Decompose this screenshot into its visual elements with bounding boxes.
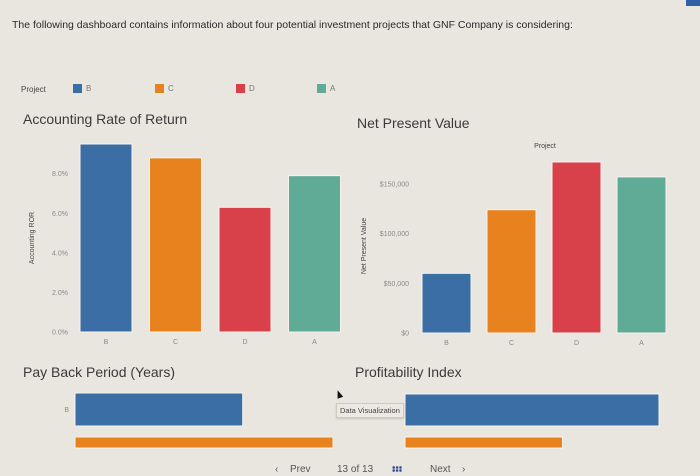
legend-item-label: A xyxy=(330,84,336,93)
bar-c xyxy=(74,436,334,449)
pagination: ‹ Prev 13 of 13 Next › xyxy=(0,464,700,476)
y-tick-label: 2.0% xyxy=(52,290,68,297)
bar-b xyxy=(79,143,133,333)
next-button[interactable]: Next xyxy=(430,464,451,475)
y-tick-label: $50,000 xyxy=(384,281,409,288)
y-tick-label: $0 xyxy=(401,331,409,338)
bar-b xyxy=(421,272,472,334)
corner-button[interactable] xyxy=(686,0,700,6)
x-tick-label: B xyxy=(104,339,109,346)
page-position: 13 of 13 xyxy=(337,464,374,475)
bar-a xyxy=(288,175,341,333)
bar-c xyxy=(486,209,537,334)
x-tick-label: C xyxy=(173,339,178,346)
legend-swatch xyxy=(236,84,245,93)
x-tick-label: C xyxy=(509,340,514,347)
pi-chart-title: Profitability Index xyxy=(355,364,462,380)
legend-swatch xyxy=(155,84,164,93)
prev-chevron-icon[interactable]: ‹ xyxy=(275,464,279,475)
bar-b xyxy=(74,392,244,427)
legend-label: Project xyxy=(21,85,46,94)
y-axis-label: Accounting ROR xyxy=(29,212,36,264)
y-tick-label: 6.0% xyxy=(52,211,68,218)
tooltip: Data Visualization xyxy=(336,403,404,418)
prev-button[interactable]: Prev xyxy=(290,464,311,475)
legend-item-label: B xyxy=(86,84,92,93)
legend-item-b[interactable]: B xyxy=(73,84,91,93)
next-chevron-icon[interactable]: › xyxy=(462,464,466,475)
x-tick-label: B xyxy=(444,340,449,347)
legend-item-label: C xyxy=(168,84,174,93)
x-tick-label: D xyxy=(242,339,247,346)
bar-c xyxy=(149,157,202,333)
legend-item-a[interactable]: A xyxy=(317,84,335,93)
payback-chart-title: Pay Back Period (Years) xyxy=(23,364,175,380)
y-tick-label: $150,000 xyxy=(380,181,409,188)
chart-subtitle: Project xyxy=(534,143,556,150)
y-tick-label: 8.0% xyxy=(52,171,68,178)
y-tick-label: 4.0% xyxy=(52,250,68,257)
legend-item-d[interactable]: D xyxy=(236,84,255,93)
y-axis-label: Net Present Value xyxy=(361,218,368,274)
y-tick-label: $100,000 xyxy=(380,231,409,238)
legend-swatch xyxy=(73,84,82,93)
bar-a xyxy=(616,176,667,334)
legend-item-c[interactable]: C xyxy=(155,84,174,93)
npv-chart-title: Net Present Value xyxy=(357,115,470,131)
grid-menu-icon[interactable] xyxy=(392,466,402,472)
x-tick-label: D xyxy=(574,340,579,347)
intro-text: The following dashboard contains informa… xyxy=(12,19,573,31)
legend-item-label: D xyxy=(249,84,255,93)
x-tick-label: A xyxy=(312,339,317,346)
bar-d xyxy=(551,161,602,334)
bar-d xyxy=(218,206,272,333)
project-legend: Project B C D A xyxy=(21,84,381,98)
arr-chart-title: Accounting Rate of Return xyxy=(23,111,188,127)
legend-swatch xyxy=(317,84,326,93)
y-tick-label: B xyxy=(64,407,69,414)
x-tick-label: A xyxy=(639,340,644,347)
bar-b xyxy=(404,393,660,427)
bar-c xyxy=(404,436,563,449)
y-tick-label: 0.0% xyxy=(52,330,68,337)
